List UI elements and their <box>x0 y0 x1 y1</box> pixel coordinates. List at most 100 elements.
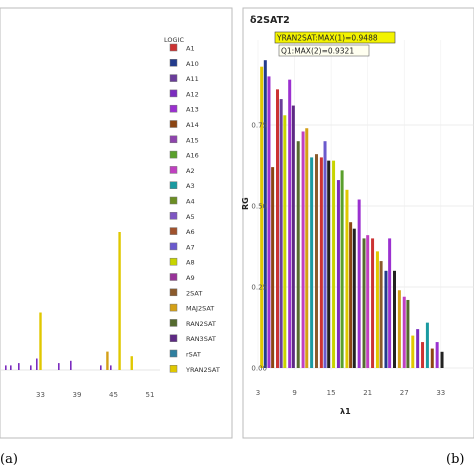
legend-swatch <box>169 150 178 159</box>
legend-swatch <box>169 319 178 327</box>
y-axis-label: RG <box>241 197 250 210</box>
x-tick-label: 51 <box>146 391 155 399</box>
panel-label-b: (b) <box>446 452 464 467</box>
legend-label: A5 <box>186 213 195 221</box>
right-y-ticks: 0.00 0.25 0.50 0.75 <box>251 122 267 373</box>
legend-swatch <box>169 349 178 358</box>
bar <box>357 199 361 368</box>
bar <box>388 238 392 368</box>
bar <box>375 251 379 368</box>
bar <box>288 79 292 368</box>
x-tick-label: 3 <box>256 389 260 397</box>
legend-label: A1 <box>186 45 195 53</box>
bar <box>416 329 420 368</box>
bar <box>315 154 318 368</box>
legend-swatch <box>169 43 178 52</box>
legend-swatch <box>169 120 178 128</box>
bar <box>118 232 121 370</box>
legend-swatch <box>169 365 178 373</box>
bar <box>425 322 429 368</box>
legend-label: A14 <box>186 121 199 129</box>
legend-swatch <box>169 181 178 189</box>
legend-swatch <box>169 196 178 205</box>
right-bars <box>260 60 444 369</box>
bar <box>36 358 38 370</box>
bar <box>301 131 305 368</box>
bar <box>70 360 72 370</box>
x-tick-label: 21 <box>363 389 372 397</box>
y-tick-label: 0.00 <box>251 365 267 373</box>
bar <box>332 160 336 368</box>
legend-label: rSAT <box>186 351 201 359</box>
bar <box>440 351 444 368</box>
bar <box>58 363 60 370</box>
x-tick-label: 45 <box>109 391 118 399</box>
bar <box>260 66 264 369</box>
y-tick-label: 0.75 <box>251 122 267 130</box>
legend-label: 2SAT <box>186 289 202 297</box>
bar <box>39 312 42 370</box>
panel-label-a: (a) <box>0 452 18 467</box>
legend-swatch <box>169 242 178 251</box>
legend-label: RAN2SAT <box>186 320 216 328</box>
x-tick-label: 15 <box>327 389 336 397</box>
legend-swatch <box>169 257 178 266</box>
bar <box>336 180 340 368</box>
legend-label: A8 <box>186 259 195 267</box>
bar <box>283 115 287 368</box>
annotation-2: Q1:MAX(2)=0.9321 <box>281 47 354 56</box>
bar <box>345 189 349 368</box>
legend-label: A3 <box>186 182 195 190</box>
bar <box>371 238 375 368</box>
bar <box>10 365 12 370</box>
x-tick-label: 33 <box>36 391 45 399</box>
bar <box>352 228 356 368</box>
bar <box>30 365 32 370</box>
legend-swatch <box>169 74 178 82</box>
legend-label: A15 <box>186 136 199 144</box>
bar <box>110 365 112 370</box>
x-axis-label: λ1 <box>340 407 351 416</box>
y-tick-label: 0.50 <box>251 203 267 211</box>
legend-swatch <box>169 212 178 220</box>
legend-label: A16 <box>186 152 199 160</box>
chart-title: δ2SAT2 <box>250 15 290 26</box>
bar <box>291 105 295 368</box>
legend-label: A11 <box>186 75 199 83</box>
bar <box>323 141 327 368</box>
annotation-1: YRAN2SAT:MAX(1)=0.9488 <box>276 34 378 43</box>
bar <box>435 342 439 368</box>
left-bars <box>5 232 133 370</box>
legend-swatch <box>169 303 178 312</box>
annotation-box-1 <box>274 31 396 44</box>
legend-label: A6 <box>186 228 195 236</box>
bar <box>349 222 353 368</box>
bar <box>319 157 323 368</box>
bar <box>340 170 344 368</box>
bar <box>366 235 370 368</box>
bar <box>263 60 267 368</box>
bar <box>397 290 401 368</box>
bar <box>327 160 331 368</box>
legend-label: RAN3SAT <box>186 335 216 343</box>
legend-label: A13 <box>186 106 199 114</box>
legend-swatch <box>169 59 178 67</box>
legend-label: A7 <box>186 243 195 251</box>
legend-swatch <box>169 288 178 297</box>
bar <box>379 261 383 368</box>
legend-label: A9 <box>186 274 195 282</box>
legend-swatch <box>169 334 178 342</box>
legend-label: A10 <box>186 60 199 68</box>
legend-swatch <box>169 135 178 144</box>
legend-label: A4 <box>186 198 195 206</box>
legend-label: A2 <box>186 167 195 175</box>
bar <box>430 348 434 368</box>
y-tick-label: 0.25 <box>251 284 267 292</box>
bar <box>130 356 133 370</box>
legend-swatch <box>169 89 178 98</box>
bar <box>384 270 388 368</box>
legend-label: YRAN2SAT <box>185 366 220 374</box>
bar <box>271 167 275 368</box>
bar <box>276 89 279 369</box>
